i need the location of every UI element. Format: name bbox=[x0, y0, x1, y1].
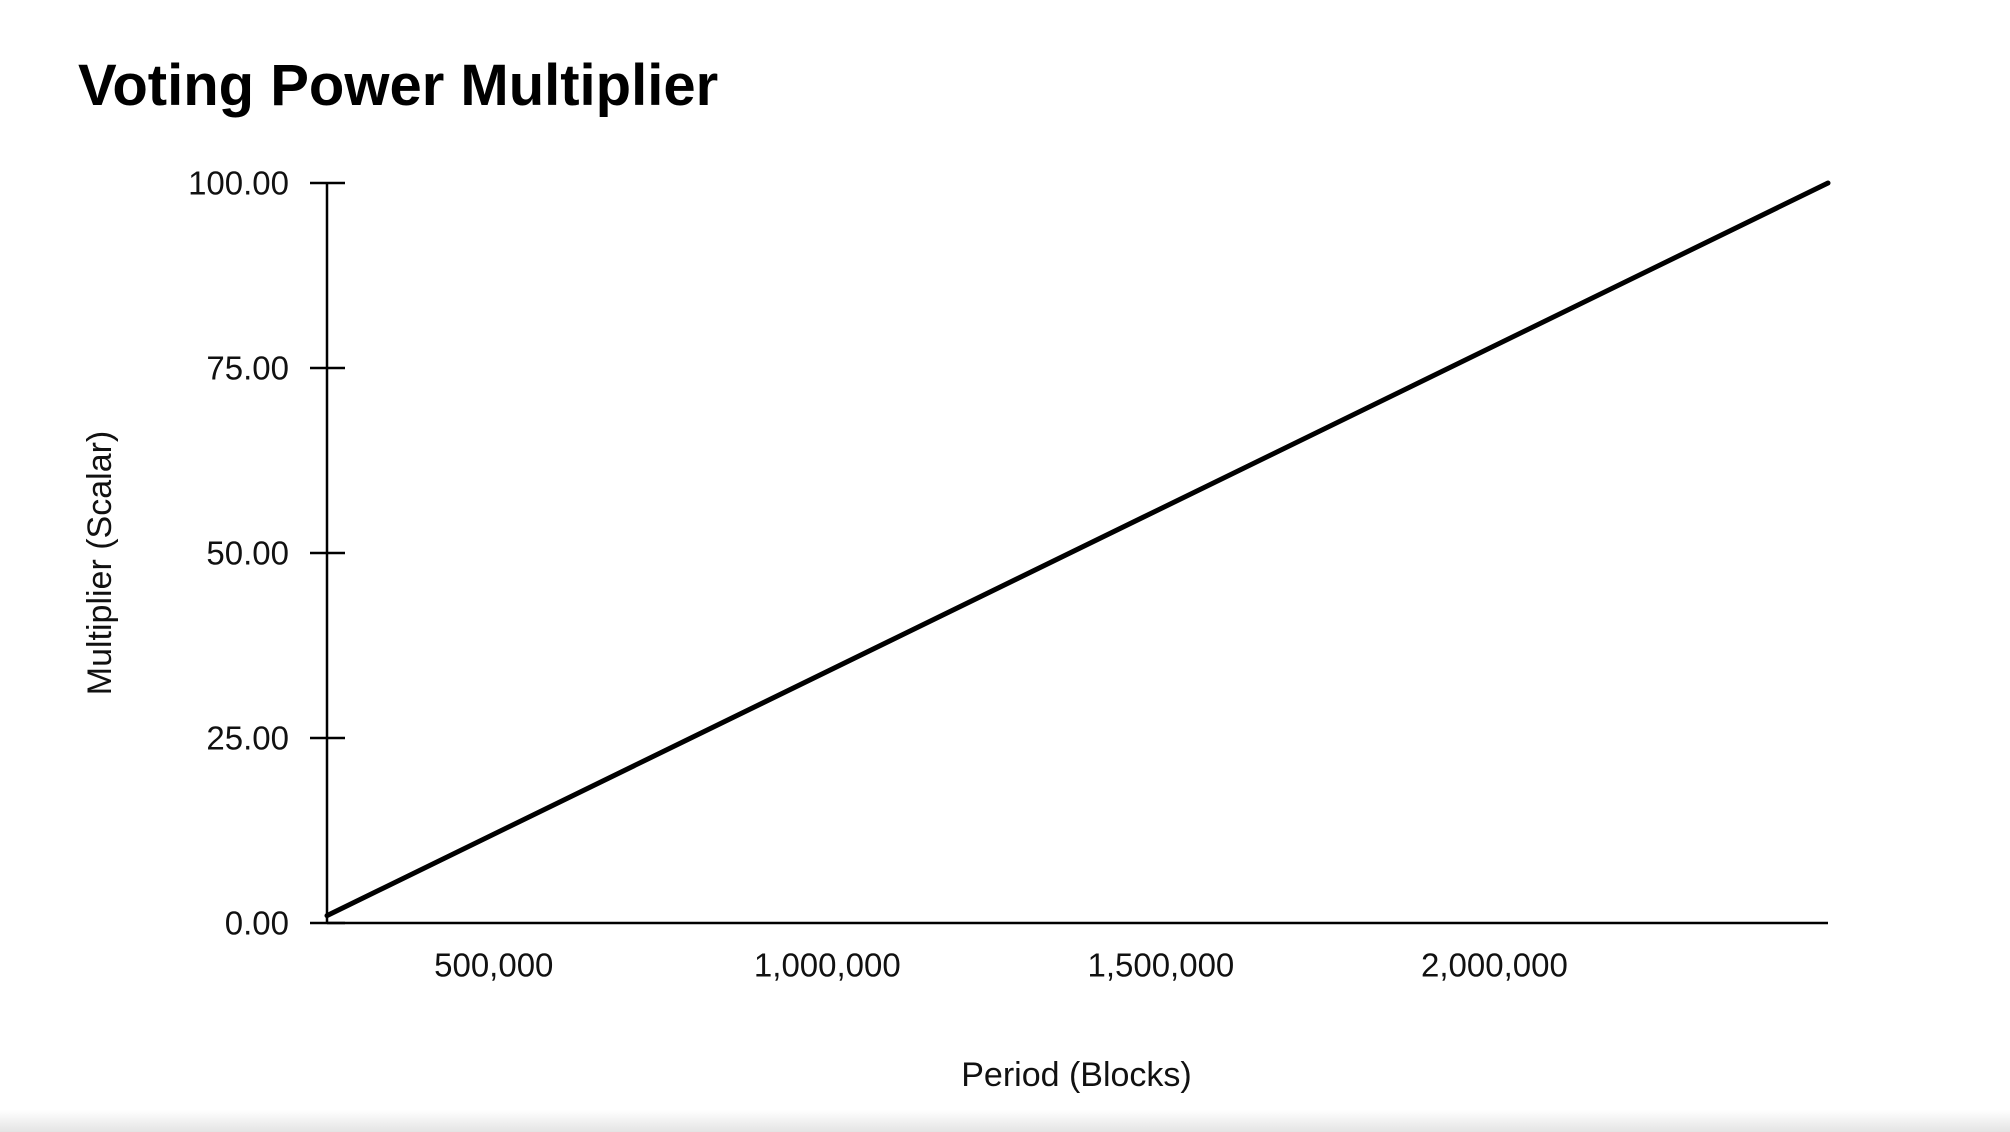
y-tick-label: 100.00 bbox=[188, 165, 289, 202]
x-tick-label: 2,000,000 bbox=[1421, 947, 1568, 984]
series-line bbox=[324, 180, 1831, 919]
y-axis-label: Multiplier (Scalar) bbox=[81, 431, 119, 696]
x-axis-ticks: 500,000 1,000,000 1,500,000 2,000,000 bbox=[434, 947, 1568, 984]
chart-title: Voting Power Multiplier bbox=[78, 53, 719, 118]
y-tick-label: 50.00 bbox=[206, 535, 289, 572]
y-axis-ticks: 0.00 25.00 50.00 75.00 100.00 bbox=[188, 165, 345, 942]
y-tick-label: 0.00 bbox=[225, 905, 289, 942]
x-tick-label: 1,500,000 bbox=[1087, 947, 1234, 984]
y-tick-label: 75.00 bbox=[206, 350, 289, 387]
y-tick-label: 25.00 bbox=[206, 720, 289, 757]
x-axis-label: Period (Blocks) bbox=[961, 1056, 1192, 1094]
x-tick-label: 1,000,000 bbox=[754, 947, 901, 984]
bottom-shade bbox=[0, 1110, 2010, 1132]
series-group bbox=[324, 180, 1831, 919]
x-tick-label: 500,000 bbox=[434, 947, 553, 984]
